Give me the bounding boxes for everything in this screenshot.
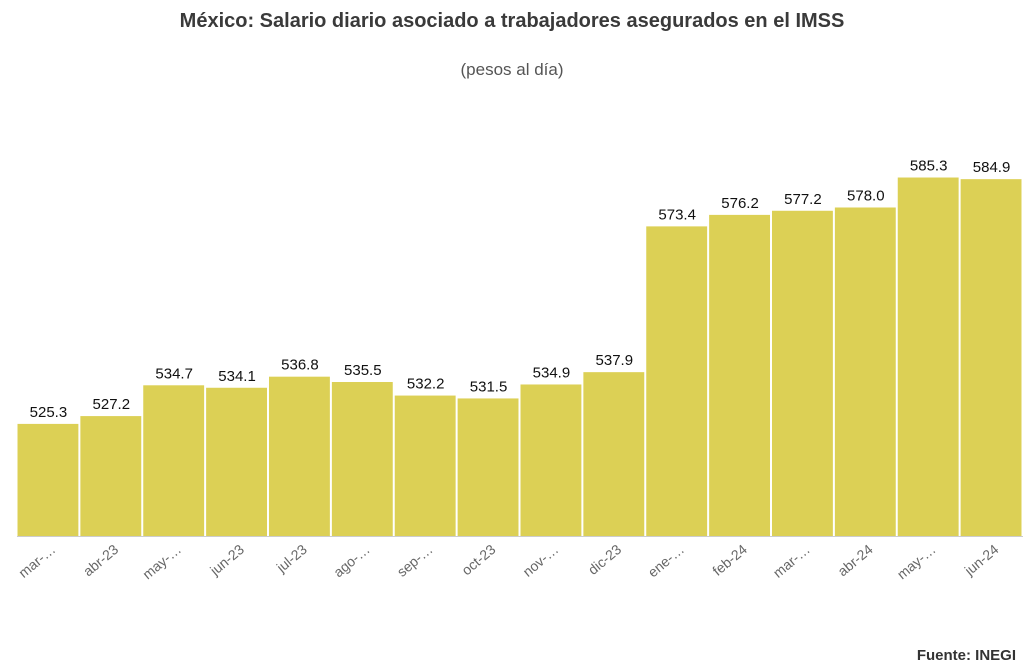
chart-title: México: Salario diario asociado a trabaj…	[179, 10, 845, 32]
bar-11	[709, 214, 770, 536]
bar-14	[897, 177, 959, 537]
bar-12	[772, 210, 833, 536]
bar-2	[143, 385, 205, 536]
bar-6	[394, 395, 456, 536]
value-label-4: 536.8	[281, 357, 319, 374]
value-label-9: 537.9	[596, 352, 634, 369]
bar-7	[457, 398, 519, 536]
x-tick-label-8: nov-…	[519, 541, 561, 580]
x-tick-label-2: may-…	[139, 541, 184, 582]
value-label-10: 573.4	[658, 206, 696, 223]
value-label-2: 534.7	[155, 365, 193, 382]
x-tick-label-9: dic-23	[585, 541, 625, 578]
value-label-3: 534.1	[218, 368, 256, 385]
bar-4	[269, 376, 330, 536]
value-label-1: 527.2	[93, 396, 131, 413]
value-label-7: 531.5	[470, 378, 508, 395]
x-tick-label-11: feb-24	[709, 541, 750, 579]
bar-9	[583, 372, 645, 536]
value-label-8: 534.9	[533, 364, 571, 381]
x-tick-label-5: ago-…	[330, 541, 372, 580]
value-label-13: 578.0	[847, 187, 885, 204]
x-tick-label-6: sep-…	[394, 541, 436, 580]
bar-10	[646, 226, 708, 536]
x-tick-label-1: abr-23	[80, 541, 121, 579]
x-tick-label-15: jun-24	[961, 541, 1002, 579]
x-tick-label-4: jul-23	[273, 541, 310, 576]
value-label-14: 585.3	[910, 158, 948, 175]
bar-1	[80, 416, 142, 536]
bar-0	[17, 423, 79, 536]
x-tick-label-3: jun-23	[206, 541, 247, 579]
bar-8	[520, 384, 582, 536]
x-tick-label-10: ene-…	[645, 541, 687, 580]
value-label-11: 576.2	[721, 195, 759, 212]
value-label-15: 584.9	[973, 159, 1011, 176]
value-label-6: 532.2	[407, 376, 445, 393]
source-note: Fuente: INEGI	[916, 647, 1016, 664]
bar-13	[834, 207, 896, 536]
bar-5	[331, 382, 393, 536]
x-tick-label-14: may-…	[894, 541, 939, 582]
bar-3	[206, 387, 267, 536]
chart-subtitle: (pesos al día)	[460, 60, 564, 79]
x-tick-label-7: oct-23	[458, 541, 498, 578]
x-tick-label-12: mar-…	[770, 541, 813, 581]
value-label-0: 525.3	[30, 404, 68, 421]
bar-15	[960, 179, 1022, 536]
x-tick-label-13: abr-24	[834, 541, 875, 579]
x-tick-label-0: mar-…	[15, 541, 58, 581]
value-label-5: 535.5	[344, 362, 382, 379]
value-label-12: 577.2	[784, 191, 822, 208]
